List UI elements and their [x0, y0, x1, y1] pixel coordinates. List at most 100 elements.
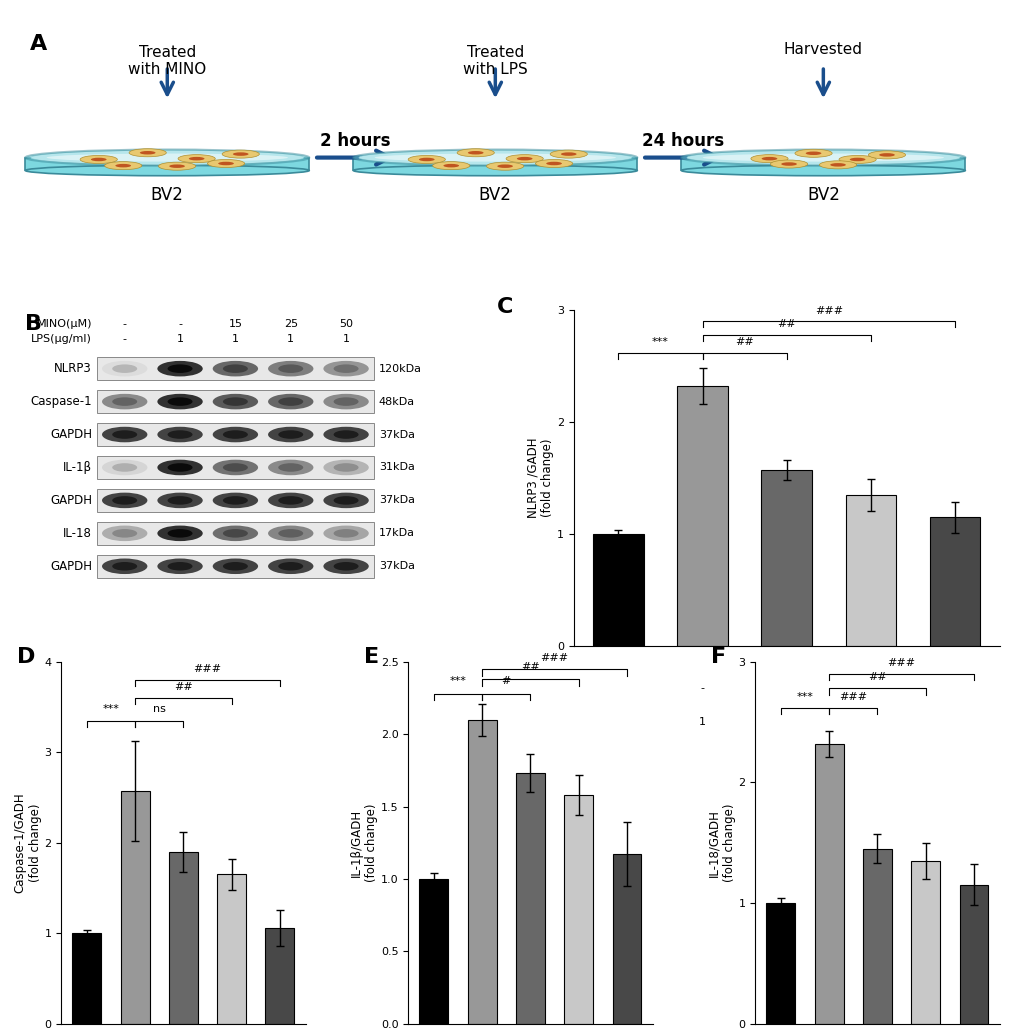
Ellipse shape: [222, 150, 259, 158]
Ellipse shape: [333, 463, 359, 472]
Text: A: A: [31, 34, 48, 54]
Text: ***: ***: [651, 337, 668, 347]
Ellipse shape: [25, 150, 309, 165]
Bar: [419, 879, 448, 1024]
Text: -: -: [615, 717, 620, 727]
Ellipse shape: [223, 463, 248, 472]
Ellipse shape: [213, 427, 258, 443]
Ellipse shape: [794, 149, 832, 157]
Text: 15: 15: [228, 318, 243, 329]
Ellipse shape: [278, 463, 303, 472]
Bar: [862, 849, 891, 1024]
Ellipse shape: [213, 492, 258, 508]
Text: 2 hours: 2 hours: [320, 131, 390, 150]
Bar: [593, 535, 643, 646]
Text: 50: 50: [338, 318, 353, 329]
Ellipse shape: [213, 558, 258, 574]
Ellipse shape: [167, 397, 193, 406]
Text: LPS(1μg/ml): LPS(1μg/ml): [493, 717, 560, 727]
Ellipse shape: [687, 150, 959, 165]
Ellipse shape: [359, 150, 631, 165]
Ellipse shape: [213, 460, 258, 476]
Ellipse shape: [419, 158, 434, 161]
Text: ##: ##: [867, 672, 886, 682]
Ellipse shape: [223, 364, 248, 373]
Ellipse shape: [681, 150, 964, 165]
Ellipse shape: [323, 394, 369, 409]
Text: C: C: [496, 297, 514, 316]
Ellipse shape: [769, 160, 807, 169]
Ellipse shape: [223, 562, 248, 571]
Ellipse shape: [102, 427, 148, 443]
Bar: [120, 791, 150, 1024]
Text: NLRP3: NLRP3: [54, 362, 92, 375]
Ellipse shape: [333, 562, 359, 571]
FancyBboxPatch shape: [353, 157, 637, 171]
Text: ***: ***: [102, 704, 119, 714]
Text: IL-18: IL-18: [63, 527, 92, 540]
Bar: [169, 852, 198, 1024]
Ellipse shape: [278, 364, 303, 373]
Ellipse shape: [517, 157, 532, 160]
Text: LPS(μg/ml): LPS(μg/ml): [31, 334, 92, 343]
Ellipse shape: [115, 164, 130, 168]
Ellipse shape: [178, 155, 215, 162]
Ellipse shape: [681, 165, 964, 176]
FancyBboxPatch shape: [97, 358, 373, 381]
Text: ###: ###: [887, 658, 915, 668]
Text: 1: 1: [342, 334, 350, 343]
Ellipse shape: [278, 529, 303, 538]
Ellipse shape: [535, 159, 572, 168]
FancyBboxPatch shape: [97, 489, 373, 512]
Text: 37kDa: 37kDa: [378, 495, 415, 506]
Ellipse shape: [268, 394, 313, 409]
Text: ***: ***: [449, 676, 466, 687]
Ellipse shape: [167, 463, 193, 472]
Text: F: F: [710, 647, 726, 667]
Text: 37kDa: 37kDa: [378, 429, 415, 439]
Ellipse shape: [839, 155, 875, 163]
Text: ###: ###: [540, 653, 568, 663]
Ellipse shape: [268, 525, 313, 541]
Ellipse shape: [218, 161, 233, 165]
Ellipse shape: [268, 558, 313, 574]
Ellipse shape: [268, 427, 313, 443]
Text: 31kDa: 31kDa: [378, 462, 415, 473]
Bar: [72, 933, 101, 1024]
Ellipse shape: [112, 463, 137, 472]
Ellipse shape: [408, 155, 445, 163]
Ellipse shape: [443, 164, 459, 168]
Ellipse shape: [157, 492, 203, 508]
Ellipse shape: [323, 492, 369, 508]
Ellipse shape: [374, 153, 615, 161]
Ellipse shape: [112, 364, 137, 373]
Text: -: -: [700, 683, 704, 693]
Text: ##: ##: [776, 320, 795, 329]
Ellipse shape: [167, 529, 193, 538]
Ellipse shape: [549, 150, 587, 158]
Ellipse shape: [278, 496, 303, 505]
Ellipse shape: [169, 164, 184, 168]
Ellipse shape: [157, 427, 203, 443]
Bar: [765, 903, 795, 1024]
Bar: [845, 495, 896, 646]
Bar: [929, 517, 979, 646]
Text: ###: ###: [814, 306, 842, 315]
Ellipse shape: [129, 149, 166, 157]
Ellipse shape: [223, 430, 248, 438]
Ellipse shape: [102, 460, 148, 476]
Ellipse shape: [25, 165, 309, 176]
Ellipse shape: [278, 430, 303, 438]
Ellipse shape: [213, 361, 258, 376]
Ellipse shape: [213, 525, 258, 541]
Text: GAPDH: GAPDH: [50, 428, 92, 442]
Ellipse shape: [323, 525, 369, 541]
FancyBboxPatch shape: [97, 390, 373, 413]
FancyBboxPatch shape: [97, 423, 373, 446]
Ellipse shape: [333, 496, 359, 505]
Bar: [761, 470, 811, 646]
Ellipse shape: [223, 496, 248, 505]
Bar: [959, 885, 987, 1024]
Ellipse shape: [323, 427, 369, 443]
Ellipse shape: [323, 558, 369, 574]
